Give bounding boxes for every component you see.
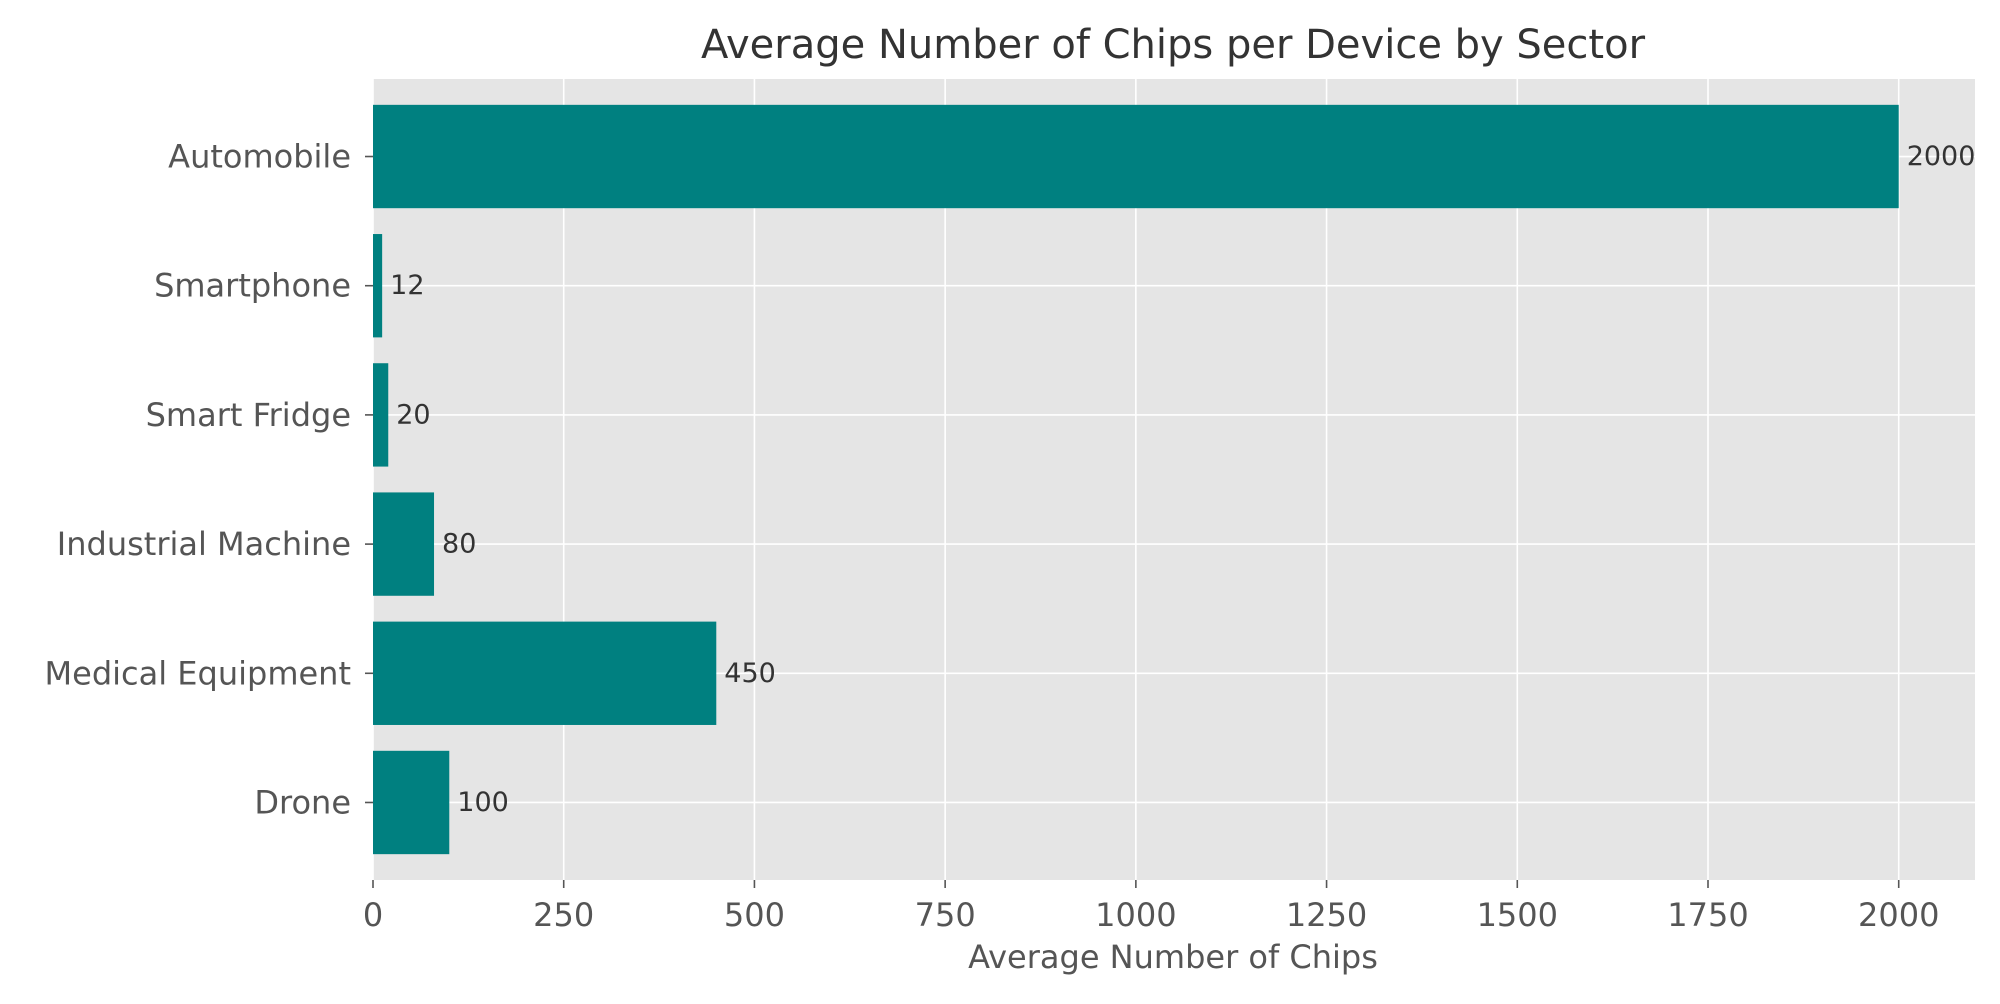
y-tick-label: Medical Equipment [45,654,351,692]
y-tick-label: Smartphone [154,267,351,305]
data-label: 80 [442,529,476,560]
y-tick-label: Drone [254,783,351,821]
y-tick-label: Industrial Machine [57,525,351,563]
x-tick-label: 2000 [1858,896,1939,934]
x-tick-label: 1000 [1095,896,1176,934]
x-tick-label: 500 [724,896,785,934]
data-label: 20 [396,399,430,430]
y-tick-label: Automobile [168,138,351,176]
bars [373,104,1899,855]
x-tick-label: 250 [533,896,594,934]
x-tick-label: 1250 [1286,896,1367,934]
data-labels: 2000 12 20 80 450 100 [390,141,1975,818]
data-label: 100 [457,787,509,818]
data-label: 450 [724,658,776,689]
y-axis: Automobile Smartphone Smart Fridge Industri… [45,138,373,821]
bar [373,750,450,855]
bar [373,104,1899,209]
x-tick-label: 1500 [1477,896,1558,934]
bar [373,363,389,467]
x-tick-label: 1750 [1667,896,1748,934]
x-axis-title: Average Number of Chips [968,938,1378,976]
chart-title: Average Number of Chips per Device by Se… [701,22,1646,68]
x-tick-label: 750 [915,896,976,934]
bar [373,621,717,725]
data-label: 2000 [1907,141,1976,172]
bar [373,492,435,596]
data-label: 12 [390,270,424,301]
x-tick-label: 0 [363,896,383,934]
bar [373,234,383,338]
y-tick-label: Smart Fridge [146,396,351,434]
x-axis: 0 250 500 750 1000 1250 1500 1750 2000 [363,880,1939,934]
